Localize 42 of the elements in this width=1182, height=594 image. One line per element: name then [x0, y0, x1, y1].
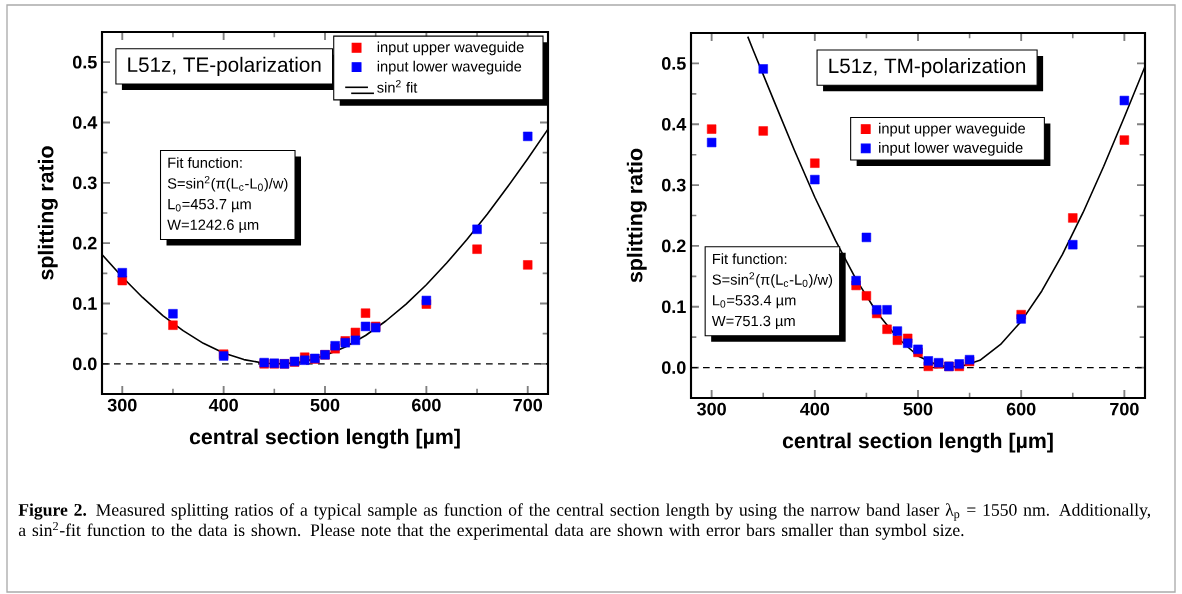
y-tick-label: 0.1	[661, 300, 686, 314]
x-axis-title: central section length [µm]	[782, 432, 1053, 453]
y-tick-label: 0.4	[72, 116, 98, 129]
x-tick-label: 300	[697, 402, 726, 416]
annotation: L51z, TM-polarization	[829, 57, 1026, 78]
x-tick-label: 400	[208, 398, 238, 412]
annotation: L$_{0}$=533.4 µm	[713, 295, 796, 309]
annotation: Fit function:	[168, 157, 242, 168]
y-tick-label: 0.5	[661, 57, 686, 70]
legend-label: sin$^{2}$ fit	[377, 80, 418, 93]
y-tick-label: 0.3	[72, 176, 97, 190]
annotation: L$_{0}$=453.7 µm	[168, 198, 251, 213]
legend-label: input lower waveguide	[879, 142, 1023, 156]
x-tick-label: 700	[1110, 402, 1139, 416]
y-axis-title: splitting ratio	[626, 148, 647, 283]
x-tick-label: 400	[800, 402, 830, 416]
y-tick-label: 0.2	[661, 239, 686, 253]
annotation: S=sin$^{2}$(π(L$_{c}$-L$_{0}$)/w)	[167, 176, 288, 192]
annotation: Fit function:	[713, 253, 787, 265]
x-tick-label: 600	[412, 398, 441, 412]
x-tick-label: 500	[903, 402, 933, 416]
annotation: W=751.3 µm	[711, 315, 795, 330]
text: Figure 2. Measured splitting ratios of a typical sample as function of the central section length by using the narrow band laser λ$_{p}$ = 1550 nm. Additionally, a sin$^{2}$-fit function to the data is shown. Please note that the experimental data are shown with error bars smaller than symbol size.	[18, 503, 1151, 540]
legend-label: input upper waveguide	[377, 41, 524, 56]
y-tick-label: 0.3	[661, 178, 686, 192]
legend-label: input upper waveguide	[879, 122, 1026, 137]
x-tick-label: 300	[107, 398, 137, 412]
annotation: S=sin$^{2}$(π(L$_{c}$-L$_{0}$)/w)	[712, 272, 833, 288]
y-axis-title: splitting ratio	[37, 146, 58, 280]
legend-label: input lower waveguide	[377, 60, 522, 75]
y-tick-label: 0.0	[661, 361, 686, 374]
x-tick-label: 700	[513, 398, 543, 412]
y-tick-label: 0.0	[72, 357, 97, 371]
y-tick-label: 0.1	[72, 297, 97, 310]
x-tick-label: 500	[310, 398, 340, 412]
y-tick-label: 0.4	[661, 117, 687, 131]
y-tick-label: 0.5	[72, 55, 97, 69]
annotation: W=1242.6 µm	[167, 219, 259, 233]
x-axis-title: central section length [µm]	[189, 428, 460, 449]
y-tick-label: 0.2	[72, 236, 97, 250]
x-tick-label: 600	[1006, 402, 1036, 416]
annotation: L51z, TE-polarization	[128, 56, 321, 77]
